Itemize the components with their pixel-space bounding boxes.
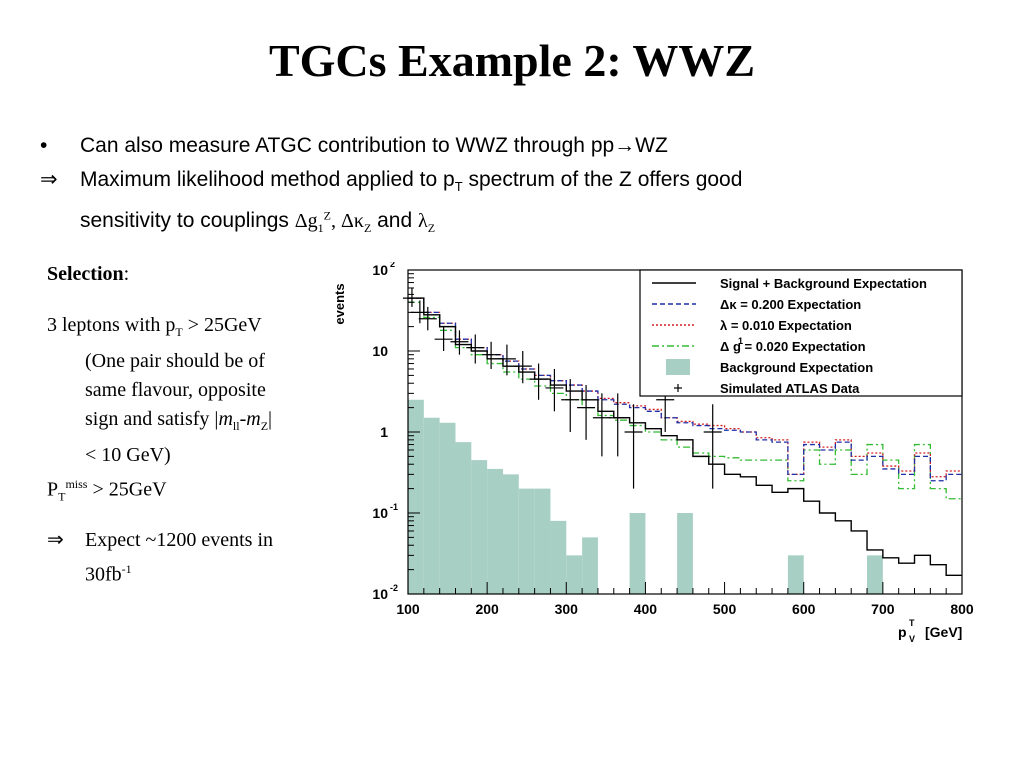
data-point [608, 393, 627, 457]
x-tick-label: 400 [634, 601, 658, 617]
x-tick-label: 200 [475, 601, 499, 617]
data-point [450, 330, 469, 355]
bullet-text-line2: sensitivity to couplings Δg1Z, ΔκZ and λ… [80, 208, 436, 235]
legend-box [639, 269, 963, 397]
selection-heading: Selection: [47, 263, 130, 285]
data-point [402, 287, 421, 307]
data-point [592, 393, 611, 457]
background-bin [629, 513, 646, 594]
legend-label: Simulated ATLAS Data [720, 381, 860, 396]
data-point [482, 341, 501, 369]
y-tick-label: 10 [372, 505, 388, 521]
background-bin [502, 474, 519, 594]
expected-events: ⇒ Expect ~1200 events in 30fb-1 [47, 526, 337, 590]
ptmiss-cut: PTmiss > 25GeV [47, 477, 167, 504]
legend-label: Background Expectation [720, 360, 873, 375]
bullet-text: Maximum likelihood method applied to pT … [80, 168, 743, 195]
y-tick-exponent: -2 [390, 583, 398, 593]
data-point [434, 326, 453, 351]
y-tick-label: 1 [380, 424, 388, 440]
background-bin [534, 488, 551, 594]
data-point [466, 334, 485, 364]
legend-label: Δκ = 0.200 Expectation [720, 297, 861, 312]
data-point [545, 368, 564, 412]
pair-requirement: (One pair should be of same flavour, opp… [85, 350, 273, 466]
x-tick-label: 700 [871, 601, 895, 617]
background-bin [566, 555, 583, 594]
y-tick-exponent: -1 [390, 502, 398, 512]
y-tick-label: 10 [372, 262, 388, 278]
data-point [513, 351, 532, 384]
legend-label-sup: 1 [738, 336, 743, 346]
x-tick-label: 800 [950, 601, 974, 617]
background-bin [582, 537, 598, 594]
background-bin [455, 442, 472, 594]
y-tick-label: 10 [372, 343, 388, 359]
x-tick-label: 300 [555, 601, 579, 617]
background-bin [867, 555, 883, 594]
background-bin [408, 399, 424, 594]
data-point [577, 385, 596, 440]
legend-swatch [666, 359, 690, 375]
x-tick-label: 100 [396, 601, 420, 617]
bullet-list: • Can also measure ATGC contribution to … [40, 132, 1000, 248]
leptons-cut: 3 leptons with pT > 25GeV [47, 314, 262, 339]
selection-panel: Selection: 3 leptons with pT > 25GeV (On… [47, 260, 337, 589]
data-point [703, 404, 722, 489]
x-tick-label: 500 [713, 601, 737, 617]
x-axis-label-sup: T [909, 618, 915, 628]
bullet-item: • Can also measure ATGC contribution to … [40, 132, 1000, 160]
background-bin [471, 460, 488, 594]
series-line-2 [408, 297, 962, 478]
data-point [418, 306, 437, 331]
bullet-text: Can also measure ATGC contribution to WW… [80, 134, 668, 157]
background-bin [550, 520, 567, 594]
data-point [561, 379, 580, 432]
y-axis-label: events [332, 283, 347, 324]
legend-label: Δ g = 0.020 Expectation [720, 339, 866, 354]
data-point [529, 363, 548, 400]
implies-arrow-icon: ⇒ [40, 168, 58, 191]
background-bin [423, 417, 440, 594]
data-point [624, 404, 643, 489]
data-point [497, 344, 516, 376]
background-bin [677, 513, 693, 594]
x-axis-label: p [898, 624, 907, 640]
background-bin [518, 488, 535, 594]
background-bin [487, 468, 503, 594]
series-line-3 [408, 301, 962, 500]
bullet-item: ⇒ Maximum likelihood method applied to p… [40, 166, 1000, 242]
legend-label: λ = 0.010 Expectation [720, 318, 852, 333]
series-line-0 [408, 297, 962, 577]
x-tick-label: 600 [792, 601, 816, 617]
slide-title: TGCs Example 2: WWZ [268, 35, 756, 86]
y-tick-exponent: 2 [390, 262, 395, 269]
x-axis-label-unit: [GeV] [925, 624, 962, 640]
implies-arrow-icon: ⇒ [47, 528, 64, 551]
background-bin [439, 422, 456, 594]
background-bin [787, 555, 804, 594]
legend-label: Signal + Background Expectation [720, 276, 927, 291]
bullet-dot-icon: • [40, 134, 48, 157]
y-tick-label: 10 [372, 586, 388, 602]
series-line-1 [408, 297, 962, 482]
x-axis-label-sub: V [909, 634, 915, 644]
